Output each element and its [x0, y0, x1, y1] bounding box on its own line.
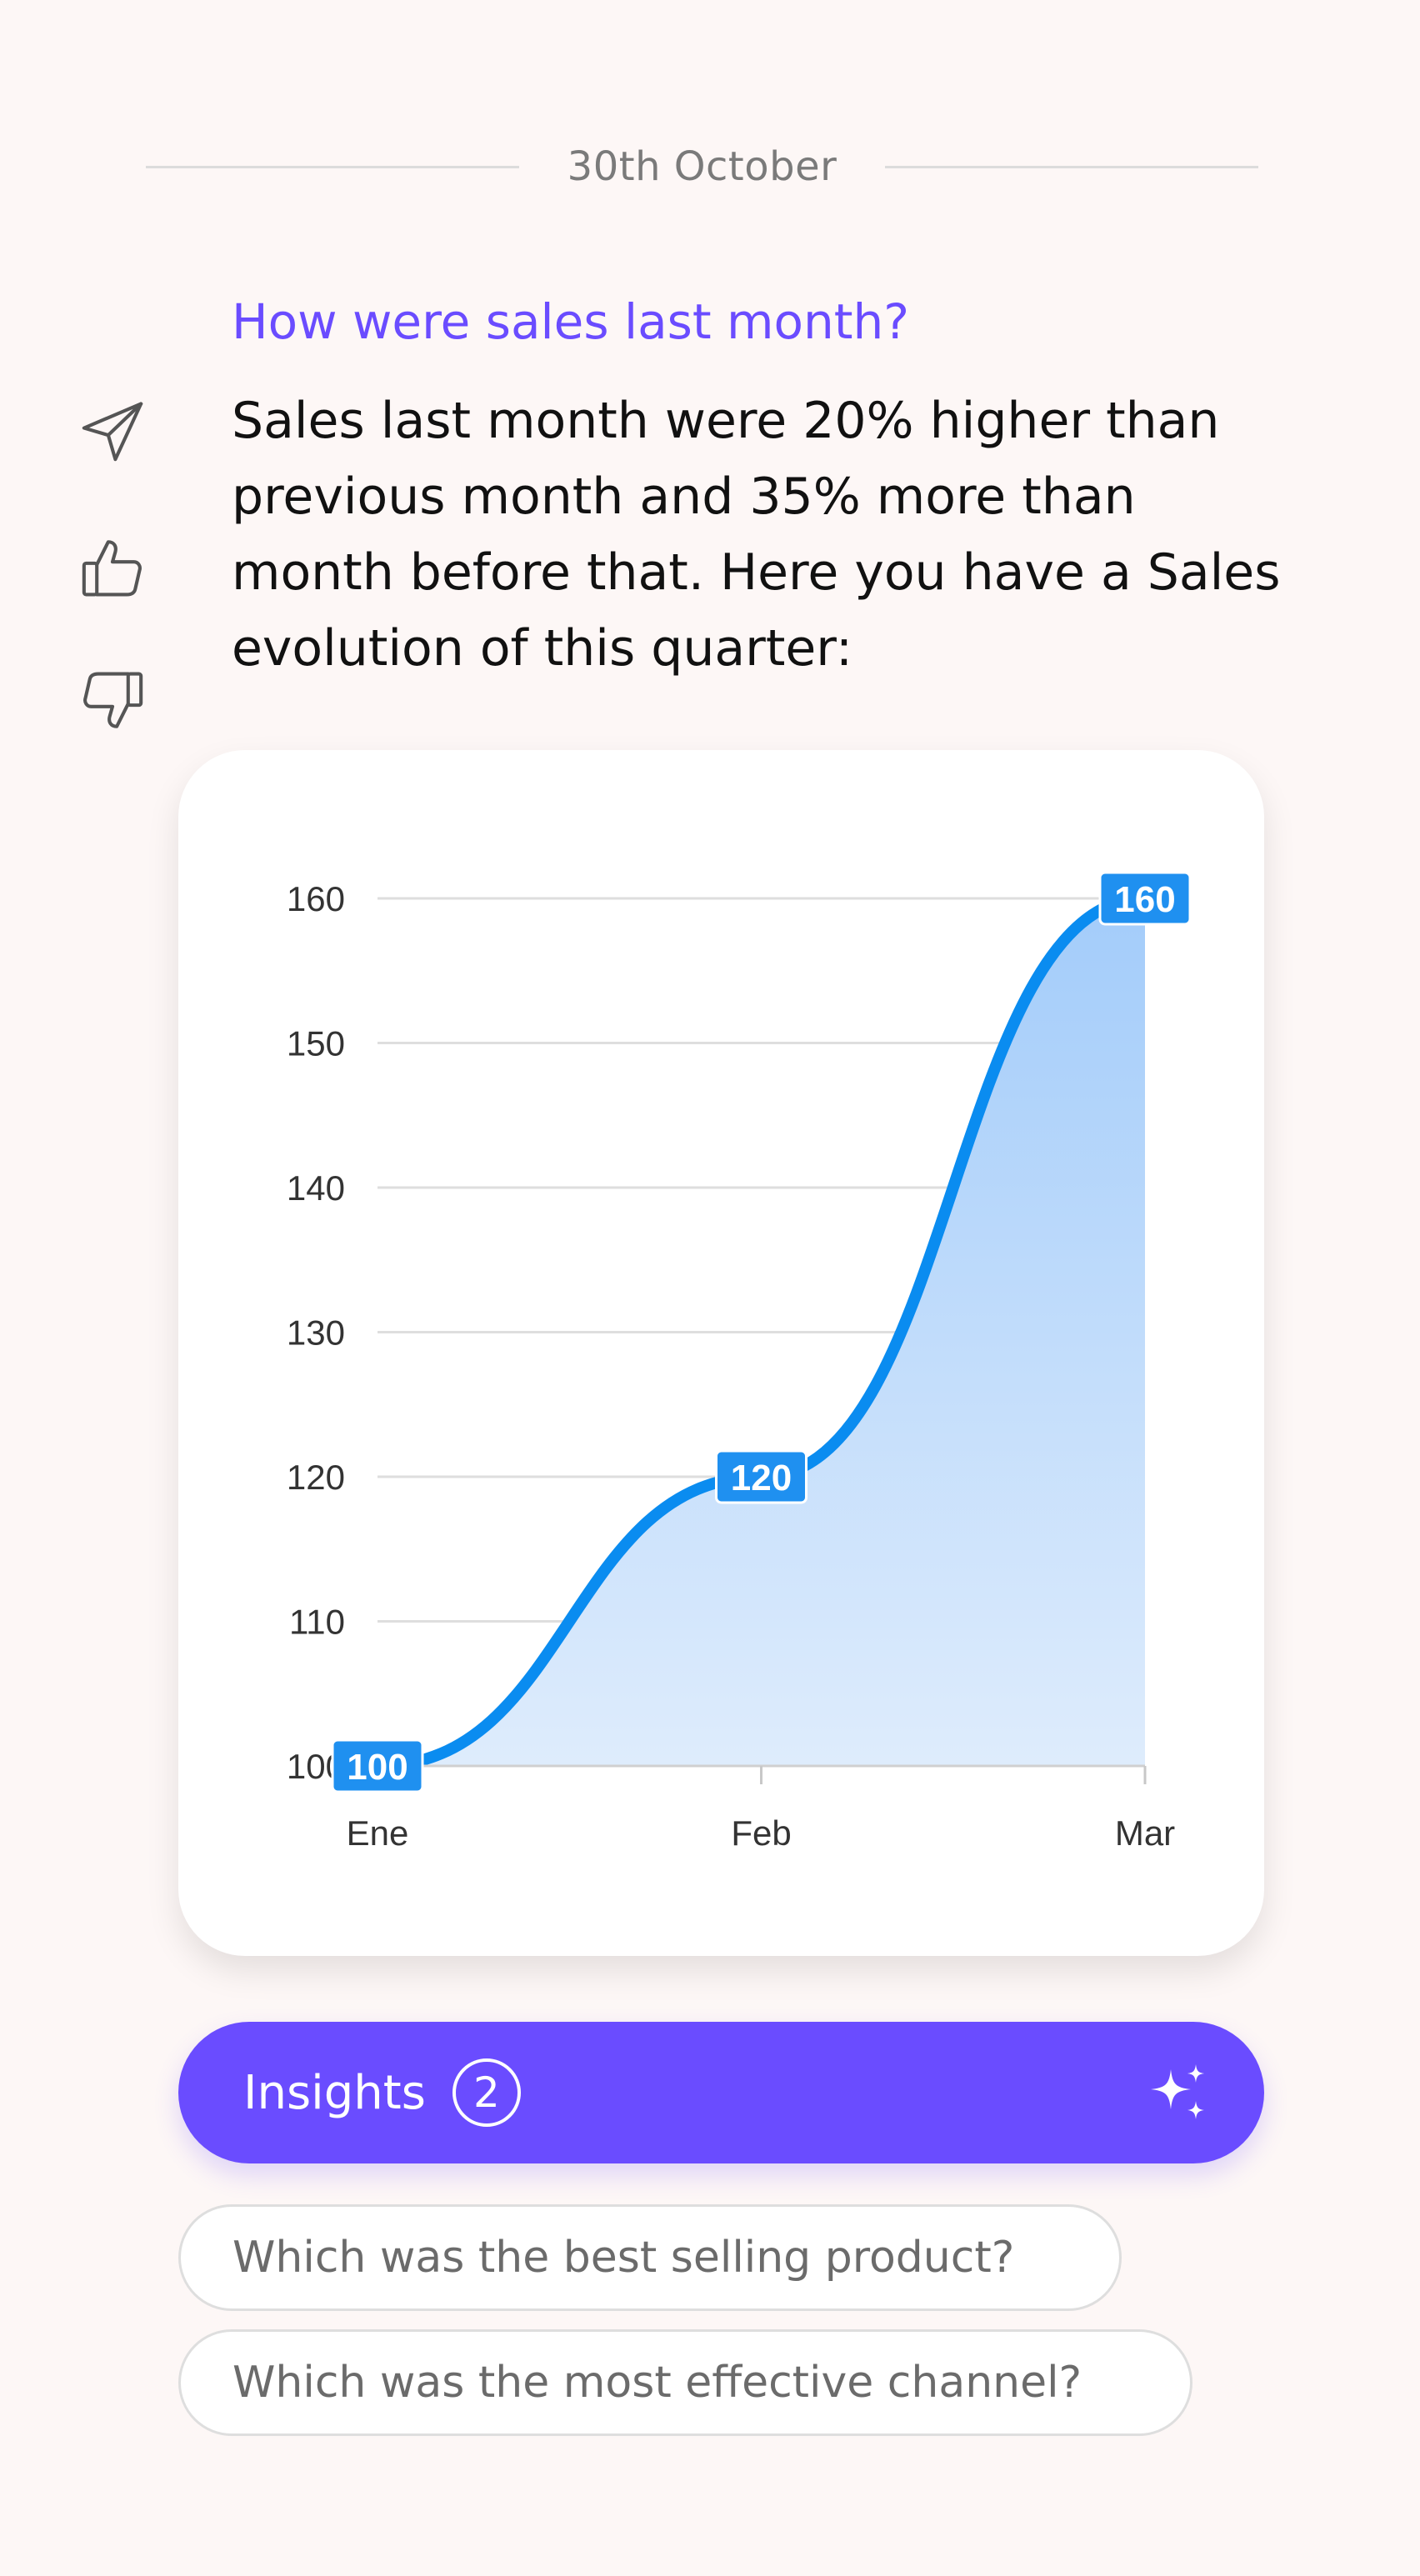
data-label-box	[331, 1738, 424, 1793]
insights-button[interactable]: Insights 2	[178, 2022, 1264, 2163]
user-question: How were sales last month?	[232, 293, 910, 350]
data-label-box	[715, 1449, 808, 1504]
y-tick-label: 160	[287, 879, 345, 918]
assistant-answer: Sales last month were 20% higher than pr…	[232, 392, 1281, 678]
insights-count-badge: 2	[452, 2058, 521, 2127]
date-divider: 30th October	[146, 135, 1259, 198]
x-tick-label: Mar	[1115, 1813, 1175, 1853]
y-tick-label: 130	[287, 1313, 345, 1353]
y-tick-label: 140	[287, 1168, 345, 1208]
sparkle-icon	[1151, 2064, 1204, 2119]
y-tick-label: 120	[287, 1458, 345, 1497]
suggestion-chip[interactable]: Which was the most effective channel?	[178, 2329, 1192, 2436]
area-fill	[378, 898, 1145, 1766]
x-tick-label: Ene	[347, 1813, 409, 1853]
thumbs-up-icon[interactable]	[75, 530, 150, 605]
y-tick-label: 150	[287, 1024, 345, 1063]
data-label: 120	[731, 1458, 792, 1498]
send-icon[interactable]	[75, 393, 150, 468]
date-label: 30th October	[567, 143, 838, 190]
x-tick-label: Feb	[731, 1813, 791, 1853]
thumbs-down-icon[interactable]	[75, 663, 150, 738]
data-label: 100	[347, 1747, 408, 1788]
chart-card: 100 110 120 130 140 150 160 Ene Feb Mar 100 120 160	[178, 750, 1264, 1956]
insights-label: Insights	[243, 2065, 426, 2120]
data-label-box	[1098, 871, 1192, 926]
suggestion-chip[interactable]: Which was the best selling product?	[178, 2204, 1122, 2311]
data-label: 160	[1114, 879, 1175, 920]
date-divider-line-right	[885, 165, 1259, 168]
date-divider-line-left	[146, 165, 519, 168]
y-tick-label: 110	[289, 1603, 345, 1642]
